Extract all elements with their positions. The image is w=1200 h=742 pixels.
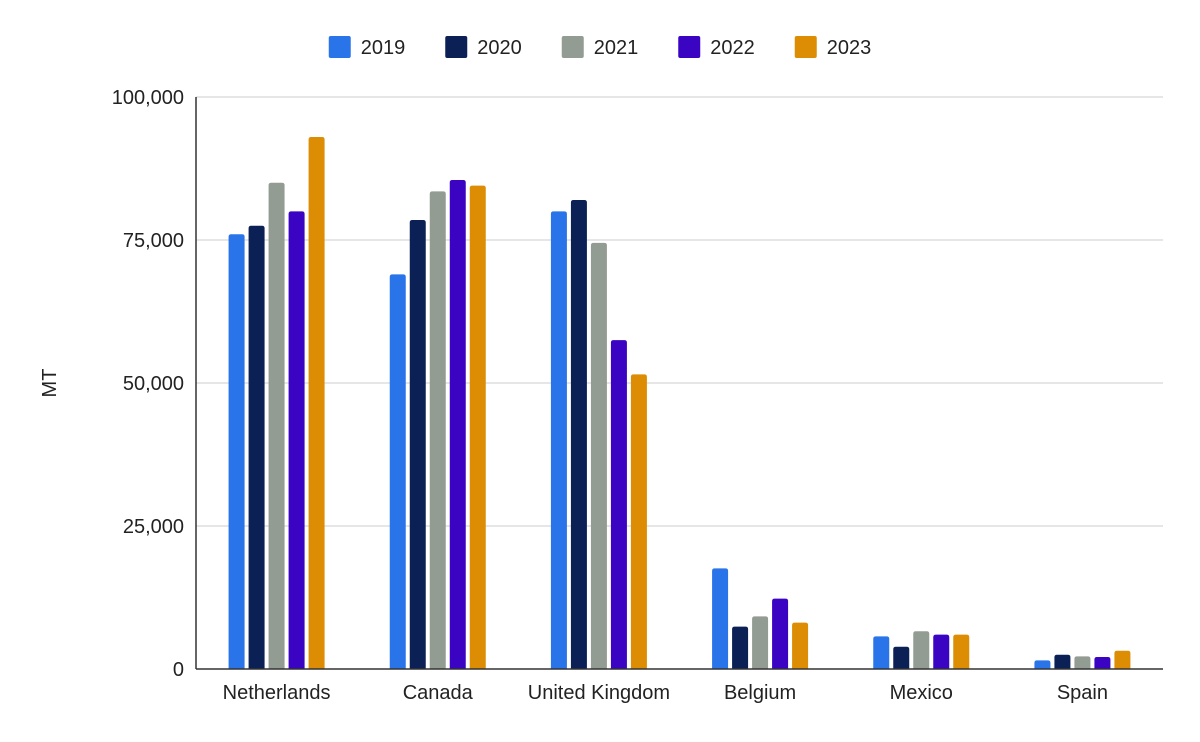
bar-2022-united-kingdom xyxy=(610,340,627,669)
bar-2023-spain xyxy=(1114,650,1131,669)
legend-swatch xyxy=(561,36,584,58)
legend-item: 2023 xyxy=(794,36,872,59)
bar-2023-mexico xyxy=(953,634,970,669)
legend-item: 2019 xyxy=(328,36,406,59)
bar-2021-netherlands xyxy=(268,182,285,670)
bar-2021-spain xyxy=(1074,656,1091,669)
bar-2021-mexico xyxy=(913,631,930,669)
y-tick-label: 0 xyxy=(173,659,184,681)
bar-2020-united-kingdom xyxy=(570,199,587,669)
bar-2021-belgium xyxy=(752,616,769,669)
legend-swatch xyxy=(445,36,468,58)
bar-2019-belgium xyxy=(712,568,729,669)
bar-2019-united-kingdom xyxy=(550,211,567,669)
y-tick-label: 50,000 xyxy=(123,373,184,395)
y-tick-label: 75,000 xyxy=(123,230,184,252)
bar-2023-belgium xyxy=(792,622,809,669)
legend-item: 2022 xyxy=(678,36,755,59)
bar-2020-spain xyxy=(1054,654,1071,669)
bar-2021-canada xyxy=(429,191,446,669)
axes xyxy=(195,97,1163,670)
bar-2023-netherlands xyxy=(308,137,325,670)
y-axis-title: MT xyxy=(39,369,61,398)
legend: 2019 2020 2021 2022 2023 xyxy=(328,36,872,59)
legend-label: 2022 xyxy=(710,37,755,59)
legend-label: 2020 xyxy=(477,37,522,59)
legend-swatch xyxy=(328,36,351,58)
bar-2022-mexico xyxy=(933,634,950,669)
bar-2022-spain xyxy=(1094,656,1111,669)
bar-2019-spain xyxy=(1034,660,1051,669)
y-tick-label: 100,000 xyxy=(112,87,184,109)
x-tick-label: Belgium xyxy=(724,682,796,704)
x-tick-labels: Netherlands Canada United Kingdom Belgium Me… xyxy=(223,682,1108,704)
x-tick-label: Netherlands xyxy=(223,682,331,704)
bar-2022-canada xyxy=(449,179,466,669)
legend-swatch xyxy=(794,36,817,58)
bar-2023-united-kingdom xyxy=(630,374,647,669)
bar-2020-canada xyxy=(409,219,426,670)
x-tick-label: United Kingdom xyxy=(528,682,670,704)
bar-2020-netherlands xyxy=(248,225,265,669)
bar-2023-canada xyxy=(469,185,486,669)
x-tick-label: Spain xyxy=(1057,682,1108,704)
bars xyxy=(228,137,1131,670)
bar-2019-mexico xyxy=(873,636,890,669)
bar-2019-netherlands xyxy=(228,234,245,669)
legend-label: 2019 xyxy=(361,37,406,59)
bar-2020-mexico xyxy=(893,646,910,669)
legend-item: 2020 xyxy=(445,36,522,59)
x-tick-label: Mexico xyxy=(890,682,953,704)
bar-2022-belgium xyxy=(772,598,789,669)
legend-swatch xyxy=(678,36,701,58)
y-tick-labels: 0 25,000 50,000 75,000 100,000 xyxy=(112,87,184,681)
x-tick-label: Canada xyxy=(403,682,474,704)
bar-2020-belgium xyxy=(732,626,749,669)
bar-2021-united-kingdom xyxy=(590,242,607,670)
gridlines xyxy=(196,96,1163,527)
legend-label: 2021 xyxy=(594,37,639,59)
legend-item: 2021 xyxy=(561,36,639,59)
bar-2022-netherlands xyxy=(288,211,305,669)
legend-label: 2023 xyxy=(827,37,872,59)
y-tick-label: 25,000 xyxy=(123,516,184,538)
bar-2019-canada xyxy=(389,274,406,669)
